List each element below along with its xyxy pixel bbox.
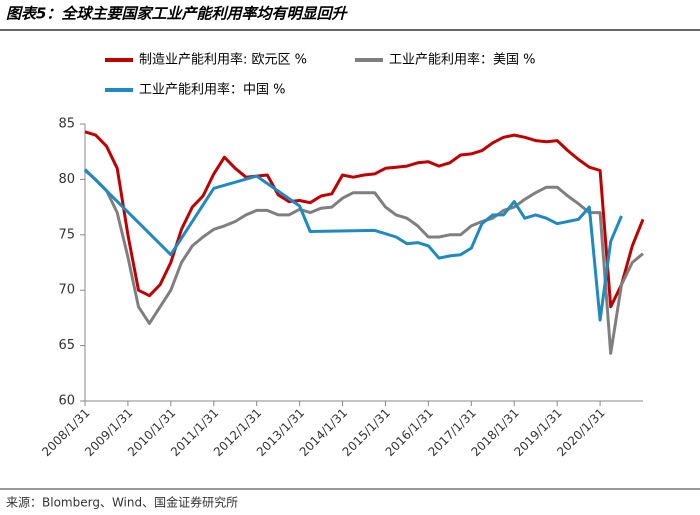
- series-line: [84, 130, 645, 309]
- legend-label: 工业产能利用率：美国 %: [389, 52, 536, 68]
- y-tick-label: 80: [58, 172, 75, 187]
- legend-label: 工业产能利用率：中国 %: [139, 82, 286, 98]
- legend-label: 制造业产能利用率: 欧元区 %: [139, 52, 307, 68]
- y-tick-label: 65: [58, 338, 75, 353]
- y-tick-label: 70: [58, 283, 75, 298]
- source: 来源：Blomberg、Wind、国金证券研究所: [6, 495, 238, 510]
- chart-title: 图表5：全球主要国家工业产能利用率均有明显回升: [6, 5, 348, 23]
- series-line: [84, 169, 644, 355]
- y-tick-label: 85: [58, 117, 75, 132]
- y-tick-label: 60: [58, 394, 75, 409]
- y-tick-label: 75: [58, 227, 75, 242]
- series-line: [83, 168, 623, 322]
